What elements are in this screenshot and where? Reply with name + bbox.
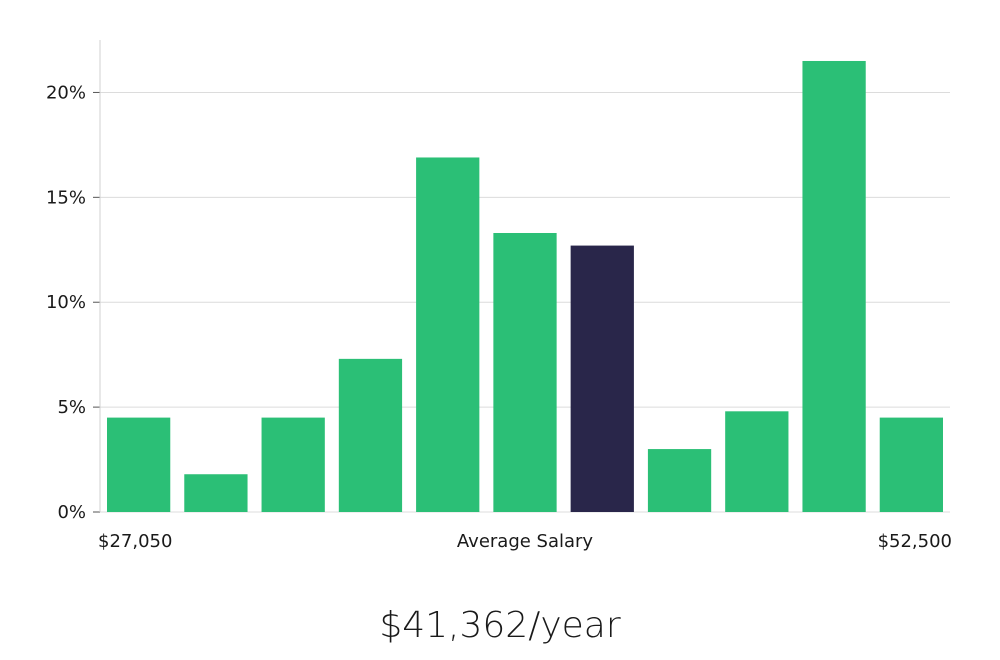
x-axis-title: Average Salary [457, 531, 594, 552]
bars [107, 60, 943, 513]
bar [184, 474, 248, 512]
y-tick-label: 15% [46, 187, 86, 208]
y-axis-ticks: 0% 5% 10% 15% 20% [46, 82, 100, 523]
x-label-min: $27,050 [98, 531, 172, 552]
x-label-max: $52,500 [878, 531, 952, 552]
bar [338, 358, 403, 512]
bar [802, 60, 866, 512]
bar [725, 411, 789, 512]
bar [493, 232, 557, 513]
y-tick-label: 5% [57, 397, 86, 418]
bar [261, 417, 325, 512]
y-tick-label: 0% [57, 502, 86, 523]
bar [879, 417, 943, 512]
bar [416, 157, 480, 512]
bar [647, 449, 712, 512]
average-salary-value: $41,362/year [379, 605, 621, 646]
y-tick-label: 20% [46, 82, 86, 103]
bar [107, 417, 171, 512]
bar-highlighted [570, 245, 634, 513]
y-tick-label: 10% [46, 292, 86, 313]
